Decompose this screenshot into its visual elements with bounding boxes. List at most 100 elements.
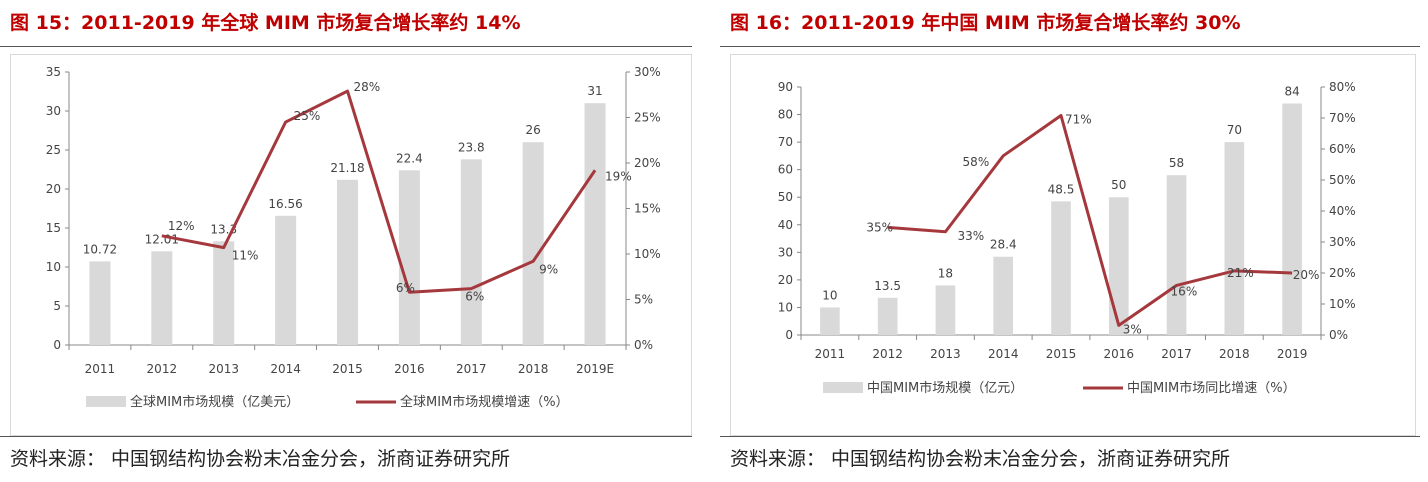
left-y-tick-label: 40 [778,218,793,232]
bar-2016 [398,170,420,345]
legend-bar-label: 中国MIM市场规模（亿元） [867,380,1023,396]
bar-value-label: 16.56 [268,197,302,211]
bar-2014 [993,256,1014,335]
line-value-label: 33% [957,229,984,243]
growth-rate-line [887,114,1293,327]
left-y-tick-label: 10 [46,260,61,274]
source-divider [720,436,1420,437]
legend-bar-swatch [823,382,863,393]
bar-2015 [336,179,359,345]
bar-value-label: 28.4 [990,238,1017,252]
line-value-label: 9% [539,262,558,276]
bar-2019 [1282,103,1302,336]
bar-value-label: 31 [587,84,602,98]
x-tick-label: 2015 [1046,347,1077,361]
bar-2011 [820,307,840,335]
bar-value-label: 23.8 [458,140,485,154]
x-tick-label: 2011 [815,347,846,361]
left-y-tick-label: 0 [785,328,793,342]
bar-2018 [1224,142,1245,335]
line-value-label: 11% [232,249,259,263]
x-tick-label: 2017 [1161,347,1192,361]
bar-value-label: 48.5 [1048,182,1075,196]
line-value-label: 25% [294,109,321,123]
right-y-tick-label: 20% [634,156,661,170]
right-y-tick-label: 5% [634,293,653,307]
left-y-tick-label: 30 [778,245,793,259]
legend-line-label: 全球MIM市场规模增速（%） [400,394,569,410]
right-y-tick-label: 10% [1329,297,1356,311]
x-tick-label: 2012 [872,347,903,361]
x-tick-label: 2018 [518,362,549,376]
bar-2014 [275,215,297,345]
x-tick-label: 2011 [85,362,116,376]
line-value-label: 35% [866,220,893,234]
x-tick-label: 2019 [1277,347,1308,361]
right-figure-panel: 图 16：2011-2019 年中国 MIM 市场复合增长率约 30% 0 10 2… [720,0,1420,482]
legend-bar-swatch [86,396,126,407]
title-divider [0,46,692,47]
left-y-tick-label: 20 [778,273,793,287]
source-divider [0,436,692,437]
bar-2012 [877,297,898,335]
x-tick-label: 2019E [576,362,614,376]
left-y-tick-label: 20 [46,182,61,196]
line-value-label: 58% [963,155,990,169]
legend-bar-label: 全球MIM市场规模（亿美元） [130,394,299,410]
bar-value-label: 13.5 [874,279,901,293]
bar-2016 [1108,197,1129,335]
x-tick-label: 2013 [208,362,239,376]
x-tick-label: 2016 [394,362,425,376]
left-y-tick-label: 50 [778,190,793,204]
title-divider [720,46,1420,47]
source-note-left: 资料来源： 中国钢结构协会粉末冶金分会，浙商证券研究所 [10,448,511,470]
right-y-tick-label: 60% [1329,142,1356,156]
left-y-tick-label: 25 [46,143,61,157]
bar-value-label: 26 [526,123,541,137]
bar-value-label: 21.18 [330,161,364,175]
right-y-tick-label: 50% [1329,173,1356,187]
global-mim-chart: 0 5 10 15 20 25 30 35 0% 5% 10% 15% 20% 25% 30% 10.72 12… [46,65,661,410]
bar-2017 [1166,175,1187,335]
right-y-tick-label: 10% [634,247,661,261]
x-tick-label: 2016 [1104,347,1135,361]
line-value-label: 20% [1293,268,1320,282]
figure-16-title: 图 16：2011-2019 年中国 MIM 市场复合增长率约 30% [730,12,1241,34]
bar-value-label: 50 [1111,178,1126,192]
right-y-tick-label: 30% [1329,235,1356,249]
left-y-tick-label: 70 [778,135,793,149]
right-y-tick-label: 25% [634,111,661,125]
left-y-tick-label: 15 [46,221,61,235]
left-y-tick-label: 80 [778,108,793,122]
line-value-label: 12% [168,219,195,233]
right-y-tick-label: 15% [634,202,661,216]
x-tick-label: 2012 [147,362,178,376]
growth-rate-line [161,89,597,294]
bar-value-label: 70 [1227,123,1242,137]
left-figure-panel: 图 15：2011-2019 年全球 MIM 市场复合增长率约 14% 0 5 10… [0,0,700,482]
x-tick-label: 2018 [1219,347,1250,361]
line-value-label: 71% [1065,113,1092,127]
figure-15-title: 图 15：2011-2019 年全球 MIM 市场复合增长率约 14% [10,12,521,34]
right-y-tick-label: 40% [1329,204,1356,218]
bar-2013 [935,285,956,335]
line-value-label: 28% [354,80,381,94]
left-y-tick-label: 5 [53,299,61,313]
bar-2019E [584,103,606,345]
left-y-tick-label: 35 [46,65,61,79]
left-y-tick-label: 60 [778,163,793,177]
x-tick-label: 2014 [270,362,301,376]
bar-value-label: 22.4 [396,151,423,165]
x-tick-label: 2017 [456,362,487,376]
source-note-right: 资料来源： 中国钢结构协会粉末冶金分会，浙商证券研究所 [730,448,1231,470]
chart-frame-global: 0 5 10 15 20 25 30 35 0% 5% 10% 15% 20% 25% 30% 10.72 12… [10,54,692,436]
line-value-label: 21% [1227,266,1254,280]
right-y-tick-label: 20% [1329,266,1356,280]
right-y-tick-label: 0% [1329,328,1348,342]
right-y-tick-label: 0% [634,338,653,352]
line-value-label: 6% [396,281,415,295]
left-y-tick-label: 0 [53,338,61,352]
x-tick-label: 2013 [930,347,961,361]
right-y-tick-label: 30% [634,65,661,79]
bar-value-label: 84 [1284,85,1299,99]
